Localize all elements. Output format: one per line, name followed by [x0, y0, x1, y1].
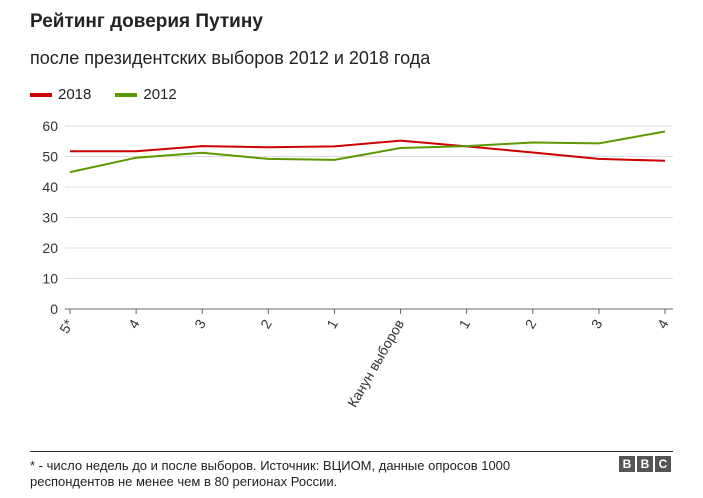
- chart-title: Рейтинг доверия Путину: [30, 11, 263, 32]
- y-tick-label: 50: [42, 149, 58, 165]
- footnote: * - число недель до и после выборов. Ист…: [30, 458, 511, 489]
- legend-swatch-2018: [30, 92, 52, 97]
- y-tick-label: 20: [42, 240, 58, 256]
- y-tick-label: 10: [42, 271, 58, 287]
- y-tick-label: 60: [42, 118, 58, 134]
- legend-label-2012: 2012: [143, 86, 177, 103]
- x-tick-label: 4: [654, 316, 672, 331]
- footer-divider: [30, 451, 673, 452]
- x-tick-label: 3: [191, 316, 209, 331]
- x-tick-label: 2: [257, 316, 275, 331]
- y-tick-label: 40: [42, 179, 58, 195]
- legend-label-2018: 2018: [58, 86, 92, 103]
- bbc-logo-letter-3: C: [655, 456, 671, 472]
- x-tick-label: 2: [522, 316, 540, 331]
- x-tick-label: 5*: [56, 316, 77, 336]
- legend-swatch-2012: [115, 92, 138, 97]
- series-line-2012: [69, 130, 666, 174]
- x-tick-label: 3: [588, 316, 606, 331]
- y-tick-label: 0: [50, 301, 58, 317]
- x-tick-label: 4: [125, 316, 143, 331]
- legend-item-2012: 2012: [115, 86, 177, 103]
- legend: 2018 2012: [30, 86, 201, 103]
- legend-item-2018: 2018: [30, 86, 91, 103]
- x-tick-label: 1: [323, 316, 341, 331]
- x-tick-label: Канун выборов: [344, 317, 407, 410]
- chart-subtitle: после президентских выборов 2012 и 2018 …: [30, 48, 431, 68]
- x-tick-label: 1: [456, 316, 474, 331]
- bbc-logo-letter-1: B: [619, 456, 635, 472]
- series-line-2018: [70, 139, 666, 162]
- bbc-logo: B B C: [617, 456, 671, 472]
- y-tick-label: 30: [42, 210, 58, 226]
- bbc-logo-letter-2: B: [637, 456, 653, 472]
